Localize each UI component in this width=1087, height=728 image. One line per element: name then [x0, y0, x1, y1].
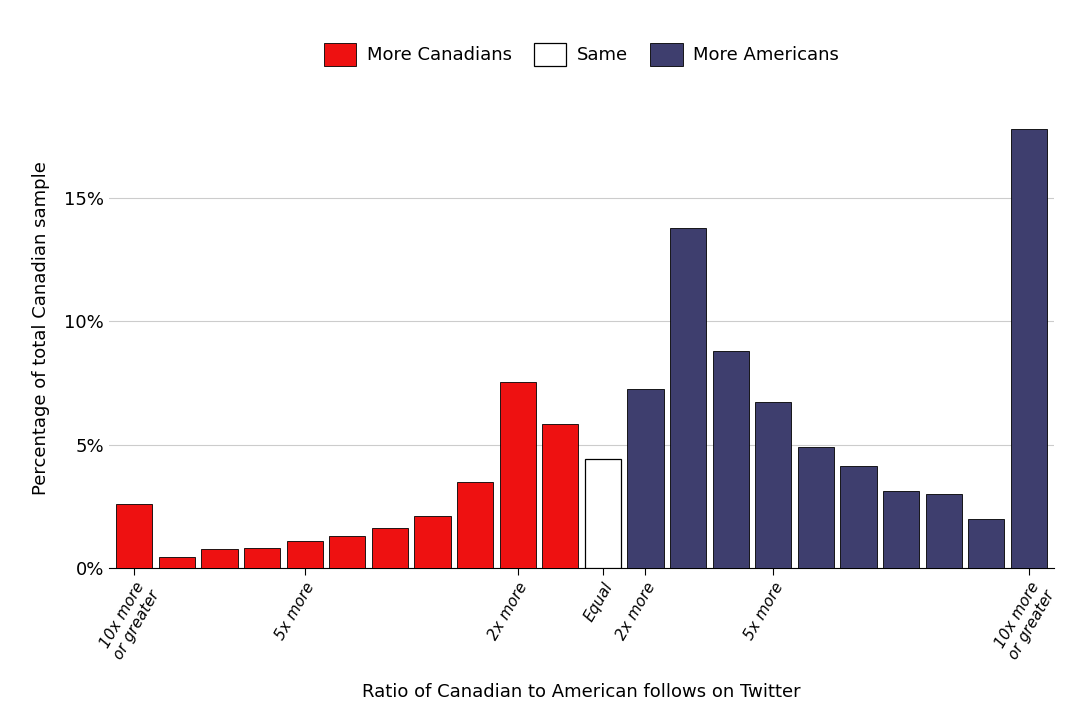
Legend: More Canadians, Same, More Americans: More Canadians, Same, More Americans [315, 34, 848, 75]
Bar [457, 482, 493, 568]
Bar [798, 447, 834, 568]
Bar [542, 424, 578, 568]
Bar [500, 381, 536, 568]
Bar [883, 491, 920, 568]
Bar [159, 557, 195, 568]
Bar [969, 518, 1004, 568]
Bar [713, 351, 749, 568]
Bar [243, 548, 280, 568]
Bar [840, 466, 876, 568]
Y-axis label: Percentage of total Canadian sample: Percentage of total Canadian sample [32, 161, 50, 494]
Bar [329, 536, 365, 568]
Bar [670, 228, 707, 568]
Bar [201, 550, 238, 568]
Bar [372, 529, 408, 568]
Bar [287, 541, 323, 568]
Bar [414, 516, 450, 568]
Bar [585, 459, 621, 568]
Bar [925, 494, 962, 568]
X-axis label: Ratio of Canadian to American follows on Twitter: Ratio of Canadian to American follows on… [362, 683, 801, 701]
Bar [1011, 130, 1047, 568]
Bar [755, 402, 791, 568]
Bar [627, 389, 663, 568]
Bar [116, 504, 152, 568]
